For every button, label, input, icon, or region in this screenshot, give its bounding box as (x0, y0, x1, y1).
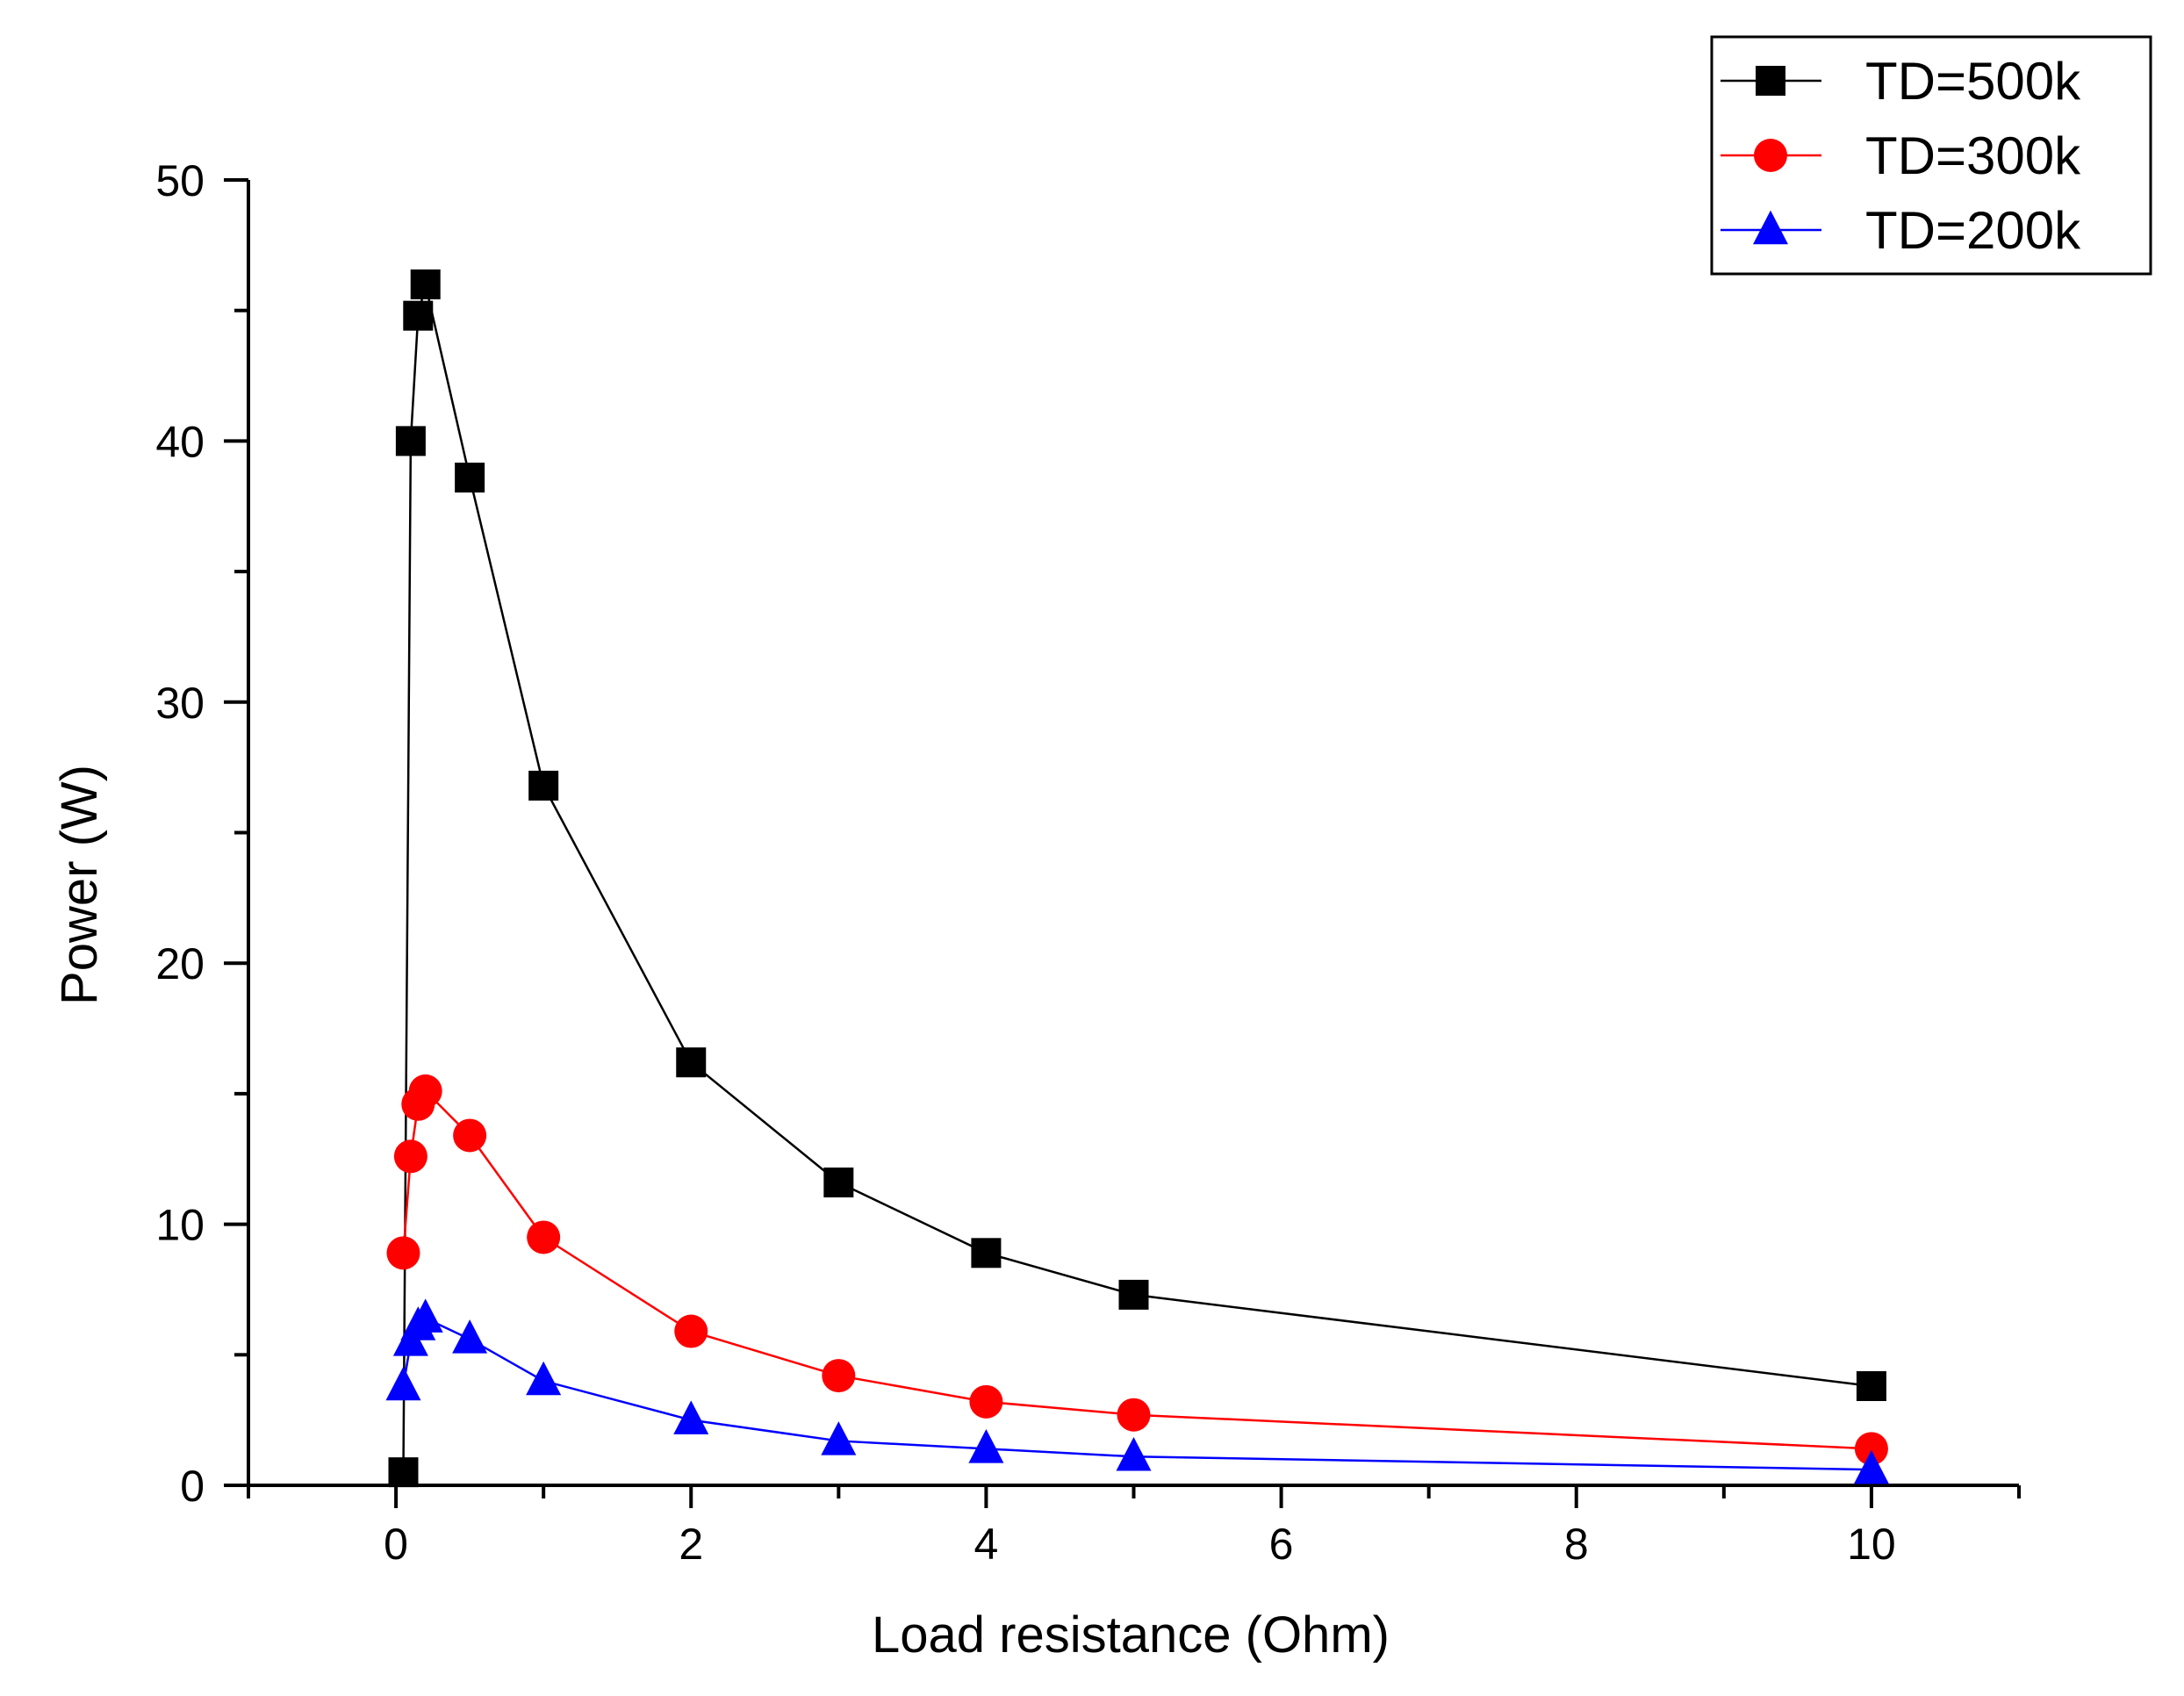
data-point-td-500k (971, 1238, 1002, 1268)
data-point-td-200k (673, 1400, 709, 1434)
data-point-td-300k (1117, 1398, 1151, 1432)
legend-marker-td-500k (1756, 66, 1785, 96)
legend-label-td-500k: TD=500k (1865, 52, 2081, 111)
data-point-td-300k (453, 1118, 487, 1153)
data-point-td-200k (1116, 1436, 1152, 1471)
data-point-td-200k (385, 1366, 421, 1401)
series-td-300k (386, 1074, 1888, 1466)
data-point-td-500k (528, 770, 559, 801)
x-tick-label: 0 (384, 1520, 408, 1569)
legend-label-td-200k: TD=200k (1865, 201, 2081, 260)
data-point-td-200k (968, 1429, 1004, 1463)
data-point-td-300k (822, 1359, 856, 1393)
data-point-td-300k (674, 1314, 708, 1348)
y-tick-label: 50 (155, 156, 205, 205)
data-point-td-300k (1854, 1432, 1888, 1466)
data-point-td-200k (452, 1319, 488, 1354)
data-point-td-500k (823, 1168, 854, 1198)
x-tick-label: 8 (1564, 1520, 1589, 1569)
x-tick-label: 4 (974, 1520, 999, 1569)
data-point-td-300k (408, 1074, 442, 1108)
data-point-td-300k (969, 1384, 1003, 1419)
series-layer (385, 269, 1889, 1488)
legend-marker-td-300k (1754, 139, 1787, 172)
data-point-td-500k (410, 269, 441, 299)
legend-marker-td-200k (1753, 210, 1788, 245)
data-point-td-200k (407, 1298, 443, 1333)
data-point-td-300k (393, 1139, 427, 1174)
data-point-td-200k (821, 1421, 857, 1455)
series-line-td-300k (402, 1089, 1871, 1450)
y-tick-label: 40 (155, 417, 205, 466)
data-point-td-200k (1853, 1449, 1889, 1484)
series-td-200k (385, 1298, 1889, 1484)
x-tick-label: 10 (1847, 1520, 1896, 1569)
axes: 0 2 4 6 8 10 0 10 20 30 40 50 (155, 156, 2021, 1569)
data-point-td-500k (388, 1457, 419, 1488)
legend: TD=500k TD=300k TD=200k (1710, 35, 2152, 276)
data-point-td-300k (527, 1220, 561, 1254)
data-point-td-500k (676, 1047, 707, 1078)
data-point-td-500k (1856, 1370, 1886, 1401)
y-tick-label: 0 (180, 1462, 205, 1511)
series-td-500k (388, 269, 1886, 1488)
x-tick-label: 6 (1269, 1520, 1294, 1569)
legend-label-td-300k: TD=300k (1865, 126, 2081, 185)
data-point-td-500k (395, 426, 426, 456)
y-tick-label: 30 (155, 679, 205, 728)
y-axis-title: Power (W) (51, 765, 108, 1005)
data-point-td-500k (455, 463, 485, 493)
data-point-td-500k (403, 300, 434, 331)
data-point-td-200k (526, 1361, 562, 1396)
data-point-td-300k (386, 1236, 420, 1270)
y-tick-label: 10 (155, 1201, 205, 1250)
x-axis-title: Load resistance (Ohm) (872, 1606, 1390, 1664)
x-tick-label: 2 (679, 1520, 703, 1569)
data-point-td-500k (1118, 1279, 1149, 1310)
y-tick-label: 20 (155, 939, 205, 988)
